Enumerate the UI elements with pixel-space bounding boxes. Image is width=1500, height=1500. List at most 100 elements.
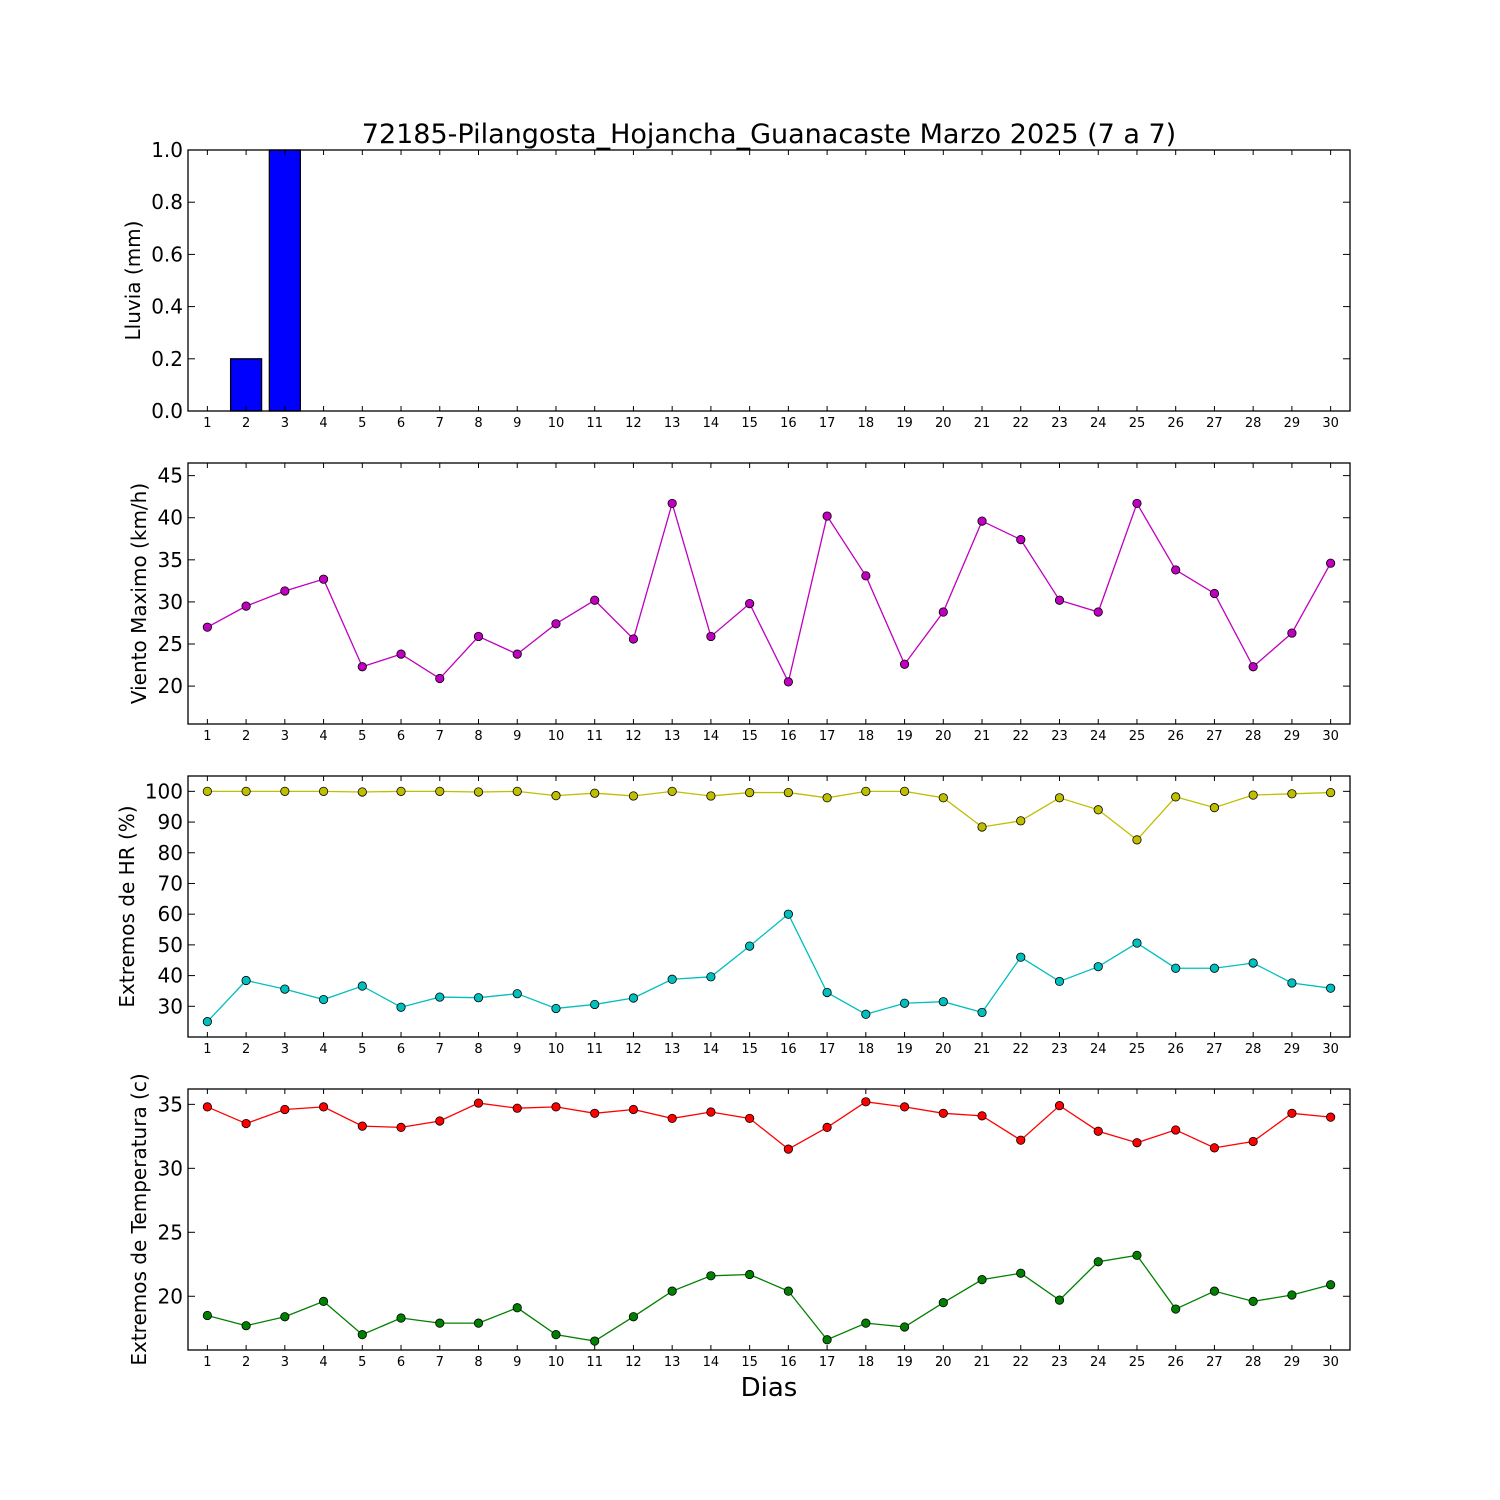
temperature-x-tick-label: 9 [513,1355,521,1370]
temperature-data-point [473,1318,484,1328]
rain-x-tick-label: 8 [474,416,482,431]
temperature-x-tick-label: 22 [1012,1355,1029,1370]
wind-data-point [706,631,716,642]
humidity-data-point [396,1002,406,1012]
x-axis-label: Dias [741,1373,798,1403]
humidity-data-point [590,999,600,1010]
rain-x-tick-label: 18 [858,416,875,431]
rain-x-tick-label: 22 [1012,416,1029,431]
temperature-data-point [977,1275,987,1285]
temperature-x-tick-label: 28 [1245,1355,1262,1370]
temperature-data-point [667,1286,677,1296]
humidity-x-tick-label: 17 [819,1042,836,1057]
rain-y-tick-label: 0.2 [151,347,183,371]
wind-data-point [280,586,290,596]
humidity-x-tick-label: 19 [896,1042,913,1057]
rain-x-tick-label: 12 [625,416,642,431]
rain-y-tick-label: 0.6 [151,242,183,266]
humidity-data-point [512,989,522,999]
wind-data-point [202,622,212,632]
humidity-data-point [899,998,910,1008]
humidity-data-point [357,787,367,797]
humidity-data-point [628,993,639,1003]
wind-data-point [473,631,484,642]
rain-x-tick-label: 3 [281,416,289,431]
humidity-x-tick-label: 10 [548,1042,565,1057]
temperature-x-tick-label: 27 [1206,1355,1223,1370]
temperature-data-point [822,1335,832,1345]
wind-x-tick-label: 26 [1167,729,1184,744]
wind-x-tick-label: 20 [935,729,952,744]
wind-x-tick-label: 6 [397,729,405,744]
humidity-data-point [783,909,793,919]
humidity-data-point [202,786,212,796]
wind-x-tick-label: 18 [858,729,875,744]
temperature-x-tick-label: 14 [703,1355,720,1370]
temperature-data-point [396,1122,406,1132]
wind-x-tick-label: 3 [281,729,289,744]
temperature-data-point [202,1102,212,1112]
wind-x-tick-label: 8 [474,729,482,744]
temperature-data-point [202,1310,212,1321]
humidity-data-point [1287,978,1297,988]
humidity-data-point [1171,792,1181,802]
temperature-x-tick-label: 5 [358,1355,366,1370]
temperature-data-point [318,1296,329,1306]
temperature-data-point [241,1321,251,1331]
temperature-data-point [590,1108,600,1118]
wind-x-tick-label: 24 [1090,729,1107,744]
temperature-x-tick-label: 21 [974,1355,991,1370]
temperature-data-point [280,1312,290,1322]
humidity-data-point [977,822,987,832]
humidity-data-point [1016,816,1026,826]
temperature-data-point [861,1097,871,1107]
temperature-panel: 1 2 3 4 5 6 7 8 9 10 11 12 13 14 15 16 17 18 19 20 21 22 23 24 2… [127,1073,1351,1370]
humidity-data-point [1093,805,1103,815]
wind-data-point [1248,662,1258,672]
humidity-y-tick-label: 90 [158,810,183,834]
humidity-x-tick-label: 12 [625,1042,642,1057]
rain-x-tick-label: 21 [974,416,991,431]
wind-data-point [1171,565,1181,575]
humidity-data-point [1054,793,1065,803]
humidity-x-tick-label: 1 [203,1042,211,1057]
humidity-data-point [977,1007,987,1018]
rain-x-tick-label: 7 [436,416,444,431]
temperature-data-point [473,1098,484,1108]
rain-x-tick-label: 23 [1051,416,1068,431]
wind-data-point [1016,535,1026,545]
rain-x-tick-label: 9 [513,416,521,431]
humidity-data-point [1016,952,1026,962]
humidity-series-line [206,913,1331,1023]
temperature-data-point [938,1298,948,1308]
temperature-data-point [899,1102,910,1112]
wind-panel: 1 2 3 4 5 6 7 8 9 10 11 12 13 14 15 16 17 18 19 20 21 22 23 24 2… [127,462,1351,744]
temperature-data-point [1287,1290,1297,1300]
humidity-x-tick-label: 18 [858,1042,875,1057]
temperature-x-tick-label: 17 [819,1355,836,1370]
rain-x-tick-label: 6 [397,416,405,431]
temperature-data-point [1326,1280,1336,1290]
wind-x-tick-label: 12 [625,729,642,744]
humidity-data-point [241,975,251,986]
humidity-x-tick-label: 23 [1051,1042,1068,1057]
rain-x-tick-label: 2 [242,416,250,431]
rain-x-tick-label: 14 [703,416,720,431]
wind-data-point [512,649,522,659]
wind-data-point [899,659,910,669]
temperature-data-point [357,1330,367,1340]
humidity-data-point [899,786,910,796]
temperature-data-point [512,1103,522,1113]
temperature-data-point [1248,1136,1258,1147]
rain-x-tick-label: 27 [1206,416,1223,431]
humidity-x-tick-label: 22 [1012,1042,1029,1057]
temperature-data-point [822,1122,832,1132]
humidity-data-point [396,786,406,796]
temperature-data-point [590,1336,600,1346]
temperature-data-point [1132,1250,1142,1260]
temperature-data-point [241,1118,251,1129]
temperature-x-tick-label: 29 [1284,1355,1301,1370]
rain-x-tick-label: 10 [548,416,565,431]
temperature-x-tick-label: 10 [548,1355,565,1370]
humidity-data-point [1093,962,1103,972]
